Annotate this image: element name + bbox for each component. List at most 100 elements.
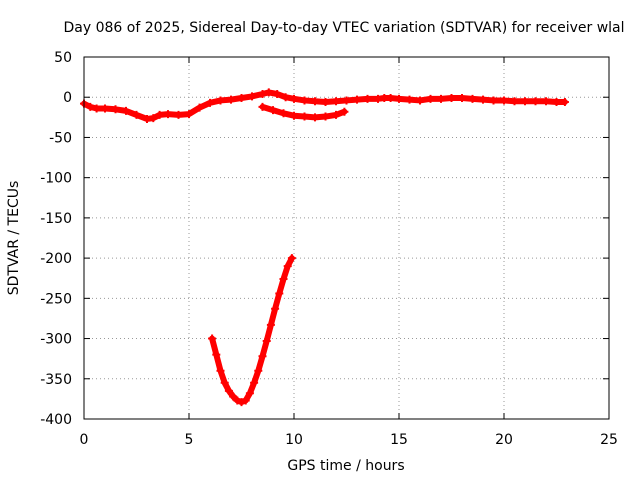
data-point [164,110,172,119]
data-point [447,94,456,103]
data-point [283,262,292,271]
series-main-track [80,88,569,123]
data-point [224,386,233,395]
data-point [279,109,288,118]
series-deep-dip [208,254,296,407]
data-point [233,396,242,405]
data-point [275,289,284,298]
data-point [311,97,319,106]
y-tick-label: 0 [63,90,72,106]
y-tick-label: -350 [40,372,72,388]
data-point [510,97,519,106]
data-point [122,106,130,115]
data-point [321,112,330,121]
data-point [290,111,298,120]
data-point [266,320,275,329]
data-point [386,94,395,103]
y-tick-label: -400 [40,412,72,428]
data-point [237,398,246,407]
data-point [92,104,101,113]
data-point [258,352,267,361]
data-point [437,94,445,103]
data-point [426,94,435,103]
data-point [111,105,120,114]
data-point [300,112,309,121]
y-axis-label: SDTVAR / TECUs [6,181,22,296]
data-point [363,94,372,103]
plot-frame [83,56,610,420]
data-point [241,396,250,405]
data-point [332,110,340,119]
data-point [227,95,235,104]
data-point [321,98,330,107]
x-tick-label: 5 [185,432,194,448]
data-point [262,336,271,345]
data-point [521,97,529,106]
data-point [279,275,288,284]
chart-title: Day 086 of 2025, Sidereal Day-to-day VTE… [63,20,624,36]
data-point [174,110,183,119]
data-point [560,98,569,107]
data-point [340,107,349,116]
x-tick-label: 0 [80,432,89,448]
data-point [155,110,164,119]
data-point [216,96,225,105]
data-point [273,90,282,99]
data-point [216,366,225,375]
x-tick-label: 20 [495,432,513,448]
y-tick-label: -250 [40,291,72,307]
data-point [281,93,290,102]
data-point [271,304,280,313]
data-point [245,389,254,398]
data-point [342,96,351,105]
data-point [311,113,319,122]
data-point [468,94,477,103]
data-point [264,88,273,97]
data-point [500,96,508,105]
x-tick-label: 25 [600,432,618,448]
data-point [212,350,221,359]
data-point [300,96,309,105]
data-point [258,90,267,99]
y-tick-label: -300 [40,332,72,348]
axis-ticks: 0 5 10 15 20 25 50 0 -50 -100 -150 -200 -250 -300 -350… [40,50,618,448]
data-point [332,97,340,106]
data-series [80,88,569,407]
data-point [101,104,109,113]
data-point [132,110,141,119]
data-point [258,102,267,111]
data-point [149,114,158,123]
data-point [254,366,263,375]
data-point [395,94,403,103]
data-point [250,378,259,387]
data-point [353,95,361,104]
data-point [405,95,414,104]
data-point [185,110,193,119]
data-point [489,96,498,105]
data-point [248,92,256,101]
data-point [220,378,229,387]
y-tick-label: -150 [40,211,72,227]
data-point [458,94,466,103]
x-axis-label: GPS time / hours [287,458,404,474]
y-tick-label: -50 [49,130,72,146]
data-point [86,102,95,111]
data-point [206,98,214,107]
data-point [416,96,424,105]
x-tick-label: 15 [390,432,408,448]
data-point [290,94,298,103]
x-tick-label: 10 [285,432,303,448]
data-point [269,106,277,115]
data-point [195,103,204,112]
data-point [208,334,217,343]
data-point [531,97,540,106]
data-point [552,98,561,107]
y-tick-label: 50 [54,50,72,66]
y-tick-label: -200 [40,251,72,267]
data-point [229,392,238,401]
data-point [237,94,246,103]
data-point [542,97,550,106]
data-point [287,254,296,263]
series-secondary-arc [258,102,349,122]
